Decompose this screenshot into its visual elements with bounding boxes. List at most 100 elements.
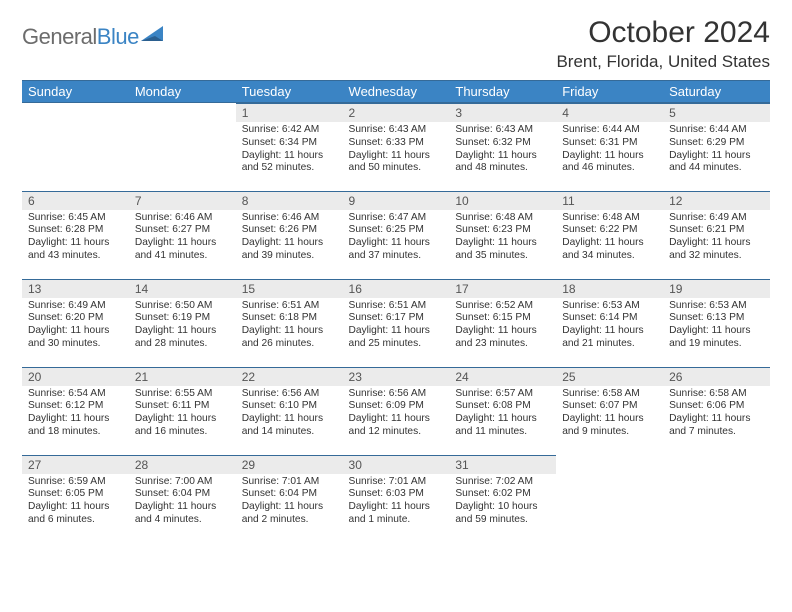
calendar-week-row: 27Sunrise: 6:59 AMSunset: 6:05 PMDayligh…	[22, 455, 770, 543]
calendar-day-cell: 5Sunrise: 6:44 AMSunset: 6:29 PMDaylight…	[663, 103, 770, 191]
daylight-text: Daylight: 11 hours and 19 minutes.	[669, 325, 764, 351]
calendar-day-cell: 16Sunrise: 6:51 AMSunset: 6:17 PMDayligh…	[343, 279, 450, 367]
sunset-text: Sunset: 6:04 PM	[135, 488, 230, 501]
calendar-day-cell: 4Sunrise: 6:44 AMSunset: 6:31 PMDaylight…	[556, 103, 663, 191]
daylight-text: Daylight: 11 hours and 41 minutes.	[135, 237, 230, 263]
weekday-header: Thursday	[449, 81, 556, 103]
day-body: Sunrise: 7:00 AMSunset: 6:04 PMDaylight:…	[129, 474, 236, 531]
daylight-text: Daylight: 11 hours and 25 minutes.	[349, 325, 444, 351]
day-body: Sunrise: 6:42 AMSunset: 6:34 PMDaylight:…	[236, 122, 343, 179]
sunrise-text: Sunrise: 6:43 AM	[455, 124, 550, 137]
sunset-text: Sunset: 6:22 PM	[562, 224, 657, 237]
sunrise-text: Sunrise: 6:56 AM	[349, 388, 444, 401]
day-body: Sunrise: 6:46 AMSunset: 6:27 PMDaylight:…	[129, 210, 236, 267]
calendar-day-cell: 12Sunrise: 6:49 AMSunset: 6:21 PMDayligh…	[663, 191, 770, 279]
sunset-text: Sunset: 6:03 PM	[349, 488, 444, 501]
sunrise-text: Sunrise: 6:42 AM	[242, 124, 337, 137]
day-body: Sunrise: 6:53 AMSunset: 6:14 PMDaylight:…	[556, 298, 663, 355]
day-body: Sunrise: 6:49 AMSunset: 6:21 PMDaylight:…	[663, 210, 770, 267]
calendar-day-cell	[129, 103, 236, 191]
calendar-day-cell: 28Sunrise: 7:00 AMSunset: 6:04 PMDayligh…	[129, 455, 236, 543]
daylight-text: Daylight: 11 hours and 44 minutes.	[669, 150, 764, 176]
calendar-day-cell: 20Sunrise: 6:54 AMSunset: 6:12 PMDayligh…	[22, 367, 129, 455]
sunset-text: Sunset: 6:02 PM	[455, 488, 550, 501]
daylight-text: Daylight: 11 hours and 7 minutes.	[669, 413, 764, 439]
sunset-text: Sunset: 6:05 PM	[28, 488, 123, 501]
sunrise-text: Sunrise: 6:46 AM	[135, 212, 230, 225]
daylight-text: Daylight: 11 hours and 46 minutes.	[562, 150, 657, 176]
calendar-week-row: 13Sunrise: 6:49 AMSunset: 6:20 PMDayligh…	[22, 279, 770, 367]
sunset-text: Sunset: 6:14 PM	[562, 312, 657, 325]
day-number: 12	[663, 191, 770, 210]
calendar-day-cell: 14Sunrise: 6:50 AMSunset: 6:19 PMDayligh…	[129, 279, 236, 367]
calendar-day-cell: 26Sunrise: 6:58 AMSunset: 6:06 PMDayligh…	[663, 367, 770, 455]
calendar-day-cell: 3Sunrise: 6:43 AMSunset: 6:32 PMDaylight…	[449, 103, 556, 191]
day-number: 17	[449, 279, 556, 298]
day-number: 31	[449, 455, 556, 474]
sunrise-text: Sunrise: 6:59 AM	[28, 476, 123, 489]
sunrise-text: Sunrise: 6:46 AM	[242, 212, 337, 225]
daylight-text: Daylight: 11 hours and 6 minutes.	[28, 501, 123, 527]
daylight-text: Daylight: 11 hours and 35 minutes.	[455, 237, 550, 263]
sunrise-text: Sunrise: 6:43 AM	[349, 124, 444, 137]
sunset-text: Sunset: 6:04 PM	[242, 488, 337, 501]
calendar-day-cell: 7Sunrise: 6:46 AMSunset: 6:27 PMDaylight…	[129, 191, 236, 279]
day-body: Sunrise: 6:55 AMSunset: 6:11 PMDaylight:…	[129, 386, 236, 443]
daylight-text: Daylight: 11 hours and 12 minutes.	[349, 413, 444, 439]
day-number: 22	[236, 367, 343, 386]
daylight-text: Daylight: 11 hours and 28 minutes.	[135, 325, 230, 351]
sunset-text: Sunset: 6:31 PM	[562, 137, 657, 150]
calendar-day-cell: 8Sunrise: 6:46 AMSunset: 6:26 PMDaylight…	[236, 191, 343, 279]
day-number: 14	[129, 279, 236, 298]
weekday-header: Wednesday	[343, 81, 450, 103]
sunset-text: Sunset: 6:07 PM	[562, 400, 657, 413]
sunrise-text: Sunrise: 6:53 AM	[562, 300, 657, 313]
calendar-day-cell: 19Sunrise: 6:53 AMSunset: 6:13 PMDayligh…	[663, 279, 770, 367]
day-body: Sunrise: 6:48 AMSunset: 6:22 PMDaylight:…	[556, 210, 663, 267]
month-title: October 2024	[556, 16, 770, 50]
daylight-text: Daylight: 11 hours and 48 minutes.	[455, 150, 550, 176]
day-body: Sunrise: 6:43 AMSunset: 6:33 PMDaylight:…	[343, 122, 450, 179]
daylight-text: Daylight: 11 hours and 16 minutes.	[135, 413, 230, 439]
daylight-text: Daylight: 11 hours and 26 minutes.	[242, 325, 337, 351]
day-number: 7	[129, 191, 236, 210]
sunset-text: Sunset: 6:08 PM	[455, 400, 550, 413]
daylight-text: Daylight: 11 hours and 52 minutes.	[242, 150, 337, 176]
logo: GeneralBlue	[22, 24, 167, 50]
calendar-day-cell	[22, 103, 129, 191]
location-text: Brent, Florida, United States	[556, 52, 770, 72]
daylight-text: Daylight: 11 hours and 34 minutes.	[562, 237, 657, 263]
sunrise-text: Sunrise: 6:51 AM	[242, 300, 337, 313]
calendar-day-cell	[663, 455, 770, 543]
day-body: Sunrise: 6:48 AMSunset: 6:23 PMDaylight:…	[449, 210, 556, 267]
sunrise-text: Sunrise: 6:58 AM	[562, 388, 657, 401]
day-body: Sunrise: 6:43 AMSunset: 6:32 PMDaylight:…	[449, 122, 556, 179]
sunrise-text: Sunrise: 7:01 AM	[349, 476, 444, 489]
daylight-text: Daylight: 11 hours and 18 minutes.	[28, 413, 123, 439]
calendar-week-row: 1Sunrise: 6:42 AMSunset: 6:34 PMDaylight…	[22, 103, 770, 191]
day-body: Sunrise: 6:47 AMSunset: 6:25 PMDaylight:…	[343, 210, 450, 267]
sunset-text: Sunset: 6:10 PM	[242, 400, 337, 413]
weekday-header: Friday	[556, 81, 663, 103]
calendar-day-cell: 9Sunrise: 6:47 AMSunset: 6:25 PMDaylight…	[343, 191, 450, 279]
day-number: 2	[343, 103, 450, 122]
sunrise-text: Sunrise: 6:48 AM	[562, 212, 657, 225]
sunset-text: Sunset: 6:26 PM	[242, 224, 337, 237]
day-body: Sunrise: 6:51 AMSunset: 6:17 PMDaylight:…	[343, 298, 450, 355]
day-number: 8	[236, 191, 343, 210]
calendar-day-cell: 21Sunrise: 6:55 AMSunset: 6:11 PMDayligh…	[129, 367, 236, 455]
header: GeneralBlue October 2024 Brent, Florida,…	[22, 16, 770, 72]
calendar-day-cell: 27Sunrise: 6:59 AMSunset: 6:05 PMDayligh…	[22, 455, 129, 543]
day-body: Sunrise: 6:56 AMSunset: 6:10 PMDaylight:…	[236, 386, 343, 443]
weekday-header: Tuesday	[236, 81, 343, 103]
day-body: Sunrise: 6:54 AMSunset: 6:12 PMDaylight:…	[22, 386, 129, 443]
day-body: Sunrise: 7:01 AMSunset: 6:03 PMDaylight:…	[343, 474, 450, 531]
daylight-text: Daylight: 11 hours and 37 minutes.	[349, 237, 444, 263]
daylight-text: Daylight: 11 hours and 9 minutes.	[562, 413, 657, 439]
sunset-text: Sunset: 6:09 PM	[349, 400, 444, 413]
sunset-text: Sunset: 6:32 PM	[455, 137, 550, 150]
day-body: Sunrise: 6:57 AMSunset: 6:08 PMDaylight:…	[449, 386, 556, 443]
logo-text-general: General	[22, 24, 97, 49]
day-body: Sunrise: 6:50 AMSunset: 6:19 PMDaylight:…	[129, 298, 236, 355]
weekday-header: Saturday	[663, 81, 770, 103]
